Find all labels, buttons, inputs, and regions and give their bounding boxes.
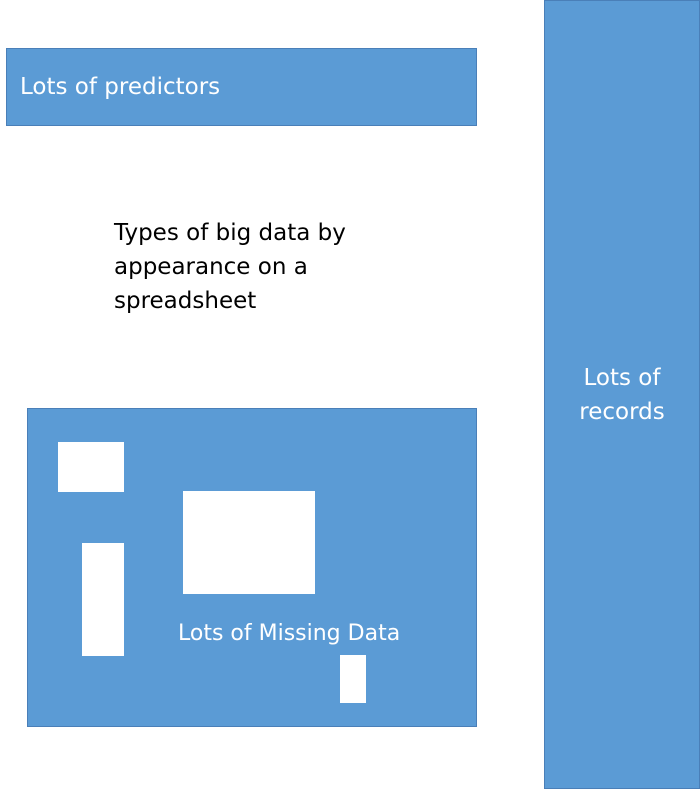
- predictors-label: Lots of predictors: [20, 74, 221, 100]
- missing-cell-1: [58, 442, 124, 492]
- lots-of-records-block: Lots of records: [544, 0, 700, 789]
- lots-of-missing-data-block: Lots of Missing Data: [27, 408, 477, 727]
- records-label: Lots of records: [545, 361, 699, 429]
- missing-cell-4: [340, 655, 366, 703]
- caption-line-2: appearance on a: [114, 254, 308, 280]
- missing-data-label: Lots of Missing Data: [178, 621, 401, 646]
- caption-line-1: Types of big data by: [114, 220, 346, 246]
- diagram-caption: Types of big data by appearance on a spr…: [114, 216, 394, 318]
- missing-cell-2: [183, 491, 315, 594]
- records-label-line-1: Lots of: [583, 365, 661, 391]
- missing-cell-3: [82, 543, 124, 656]
- records-label-line-2: records: [579, 399, 665, 425]
- caption-line-3: spreadsheet: [114, 288, 257, 314]
- lots-of-predictors-block: Lots of predictors: [6, 48, 477, 126]
